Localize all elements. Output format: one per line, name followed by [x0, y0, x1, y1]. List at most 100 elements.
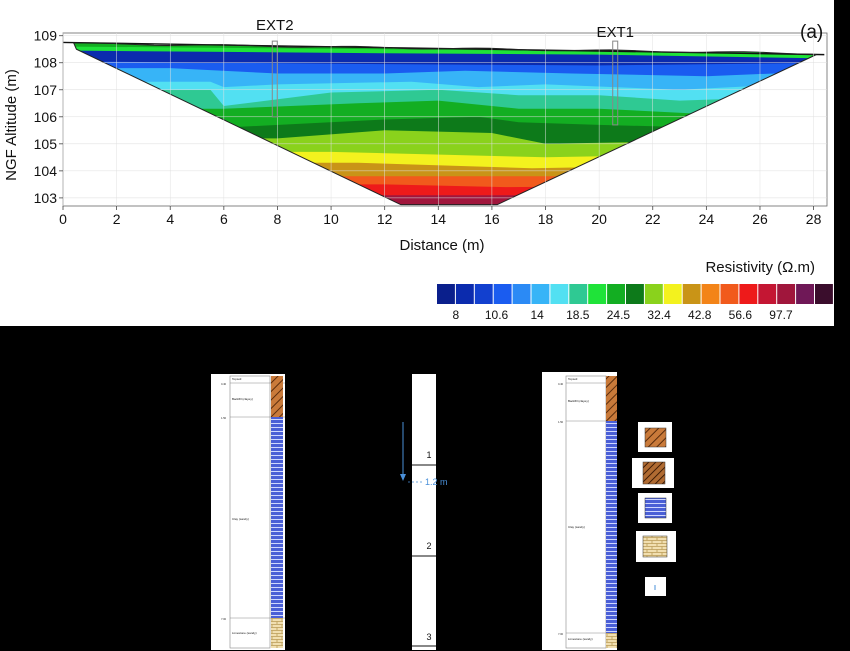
x-tick-label: 22: [645, 211, 661, 227]
colorbar-swatch: [474, 284, 493, 304]
resistivity-band: [73, 42, 817, 54]
colorbar-swatch: [588, 284, 607, 304]
y-axis-label: NGF Altitude (m): [3, 69, 20, 181]
log-right-depth-2: 7.00: [558, 633, 563, 636]
colorbar-swatch: [720, 284, 739, 304]
log-left-depth-2: 7.00: [221, 618, 226, 621]
colorbar-label: 24.5: [607, 308, 631, 322]
x-tick-label: 10: [323, 211, 339, 227]
colorbar-label: 14: [530, 308, 544, 322]
colorbar-swatch: [493, 284, 512, 304]
log-right-unit-3: Limestone (sandy): [568, 637, 593, 641]
boreholes: EXT2 EXT1: [256, 17, 634, 126]
limestone-column: [271, 618, 283, 648]
colorbar-swatch: [758, 284, 777, 304]
resistivity-band: [73, 42, 817, 66]
borehole-casing: [612, 40, 619, 126]
clay-column-right: [606, 421, 617, 633]
log-right-unit-2: Clay (sandy): [568, 525, 585, 529]
colorbar-swatch: [644, 284, 663, 304]
x-tick-label: 14: [431, 211, 447, 227]
x-tick-label: 24: [699, 211, 715, 227]
colorbar-label: 10.6: [485, 308, 509, 322]
colorbar: Resistivity (Ω.m) 8 10.6 14 18.5 24.5 32.4 42.…: [437, 259, 833, 322]
colorbar-labels: 8 10.6 14 18.5 24.5 32.4 42.8 56.6 97.7: [453, 308, 793, 322]
colorbar-swatches: [437, 284, 833, 304]
y-tick-label: 105: [34, 136, 58, 152]
resistivity-band: [73, 42, 817, 77]
colorbar-swatch: [815, 284, 833, 304]
y-tick-label: 107: [34, 82, 58, 98]
log-right-unit-1: Backfill (clayey): [568, 399, 589, 403]
colorbar-label: 8: [453, 308, 460, 322]
log-mark-3: 3: [426, 632, 431, 642]
x-tick-label: 18: [538, 211, 554, 227]
y-tick-label: 108: [34, 55, 58, 71]
log-left-depth-1: 1.50: [221, 417, 226, 420]
colorbar-swatch: [682, 284, 701, 304]
x-tick-label: 0: [59, 211, 67, 227]
colorbar-swatch: [701, 284, 720, 304]
colorbar-swatch: [607, 284, 625, 304]
x-tick-label: 4: [166, 211, 174, 227]
x-tick-label: 26: [752, 211, 768, 227]
colorbar-swatch: [437, 284, 455, 304]
legend-swatch-clay: [644, 497, 667, 519]
log-right-depth-0: 0.40: [558, 383, 563, 386]
colorbar-swatch: [455, 284, 474, 304]
log-right-depth-1: 1.50: [558, 421, 563, 424]
log-mark-2: 2: [426, 541, 431, 551]
legend-swatch-topsoil: [644, 427, 667, 448]
borehole-log-middle: 1 2 3 1.2 m: [400, 374, 448, 650]
colorbar-swatch: [663, 284, 682, 304]
colorbar-swatch: [569, 284, 588, 304]
colorbar-title: Resistivity (Ω.m): [705, 259, 815, 276]
x-tick-label: 12: [377, 211, 393, 227]
x-tick-label: 28: [806, 211, 822, 227]
borehole-log-right: Topsoil Backfill (clayey) Clay (sandy) L…: [542, 372, 617, 650]
colorbar-label: 97.7: [769, 308, 793, 322]
x-tick-label: 8: [274, 211, 282, 227]
colorbar-label: 56.6: [729, 308, 753, 322]
colorbar-swatch: [777, 284, 796, 304]
log-left-unit-2: Clay (sandy): [232, 517, 249, 521]
hatch-column-backfill: [271, 376, 283, 417]
log-mark-1: 1: [426, 450, 431, 460]
hatch-column-backfill-right: [606, 376, 617, 421]
borehole-label: EXT1: [596, 24, 634, 41]
x-axis-label: Distance (m): [399, 237, 484, 254]
legend-swatch-backfill: [642, 461, 666, 485]
borehole-casing: [271, 40, 278, 118]
colorbar-swatch: [512, 284, 531, 304]
colorbar-label: 42.8: [688, 308, 712, 322]
y-axis-ticks: 103 104 105 106 107 108 109: [34, 28, 827, 206]
log-left-unit-3: Limestone (sandy): [232, 631, 257, 635]
log-right-unit-0: Topsoil: [568, 377, 578, 381]
colorbar-label: 18.5: [566, 308, 590, 322]
log-left-unit-1: Backfill (clayey): [232, 397, 253, 401]
x-tick-label: 6: [220, 211, 228, 227]
colorbar-swatch: [796, 284, 814, 304]
x-tick-label: 2: [113, 211, 121, 227]
log-left-depth-0: 0.40: [221, 383, 226, 386]
y-tick-label: 103: [34, 190, 58, 206]
y-tick-label: 104: [34, 163, 58, 179]
x-tick-label: 16: [484, 211, 500, 227]
section-outline: [72, 42, 817, 206]
log-left-unit-0: Topsoil: [232, 377, 242, 381]
borehole-label: EXT2: [256, 17, 294, 34]
limestone-column-right: [606, 633, 617, 648]
legend-swatch-limestone: [642, 535, 668, 558]
colorbar-label: 32.4: [647, 308, 671, 322]
lithology-legend: [632, 422, 676, 596]
colorbar-swatch: [531, 284, 550, 304]
borehole-log-left: Topsoil Backfill (clayey) Clay (sandy) L…: [211, 374, 285, 650]
y-tick-label: 109: [34, 28, 58, 44]
colorbar-swatch: [550, 284, 569, 304]
clay-column: [271, 417, 283, 618]
x-tick-label: 20: [591, 211, 607, 227]
panel-label: (a): [800, 22, 823, 43]
colorbar-swatch: [626, 284, 644, 304]
water-level-label: 1.2 m: [425, 477, 448, 487]
